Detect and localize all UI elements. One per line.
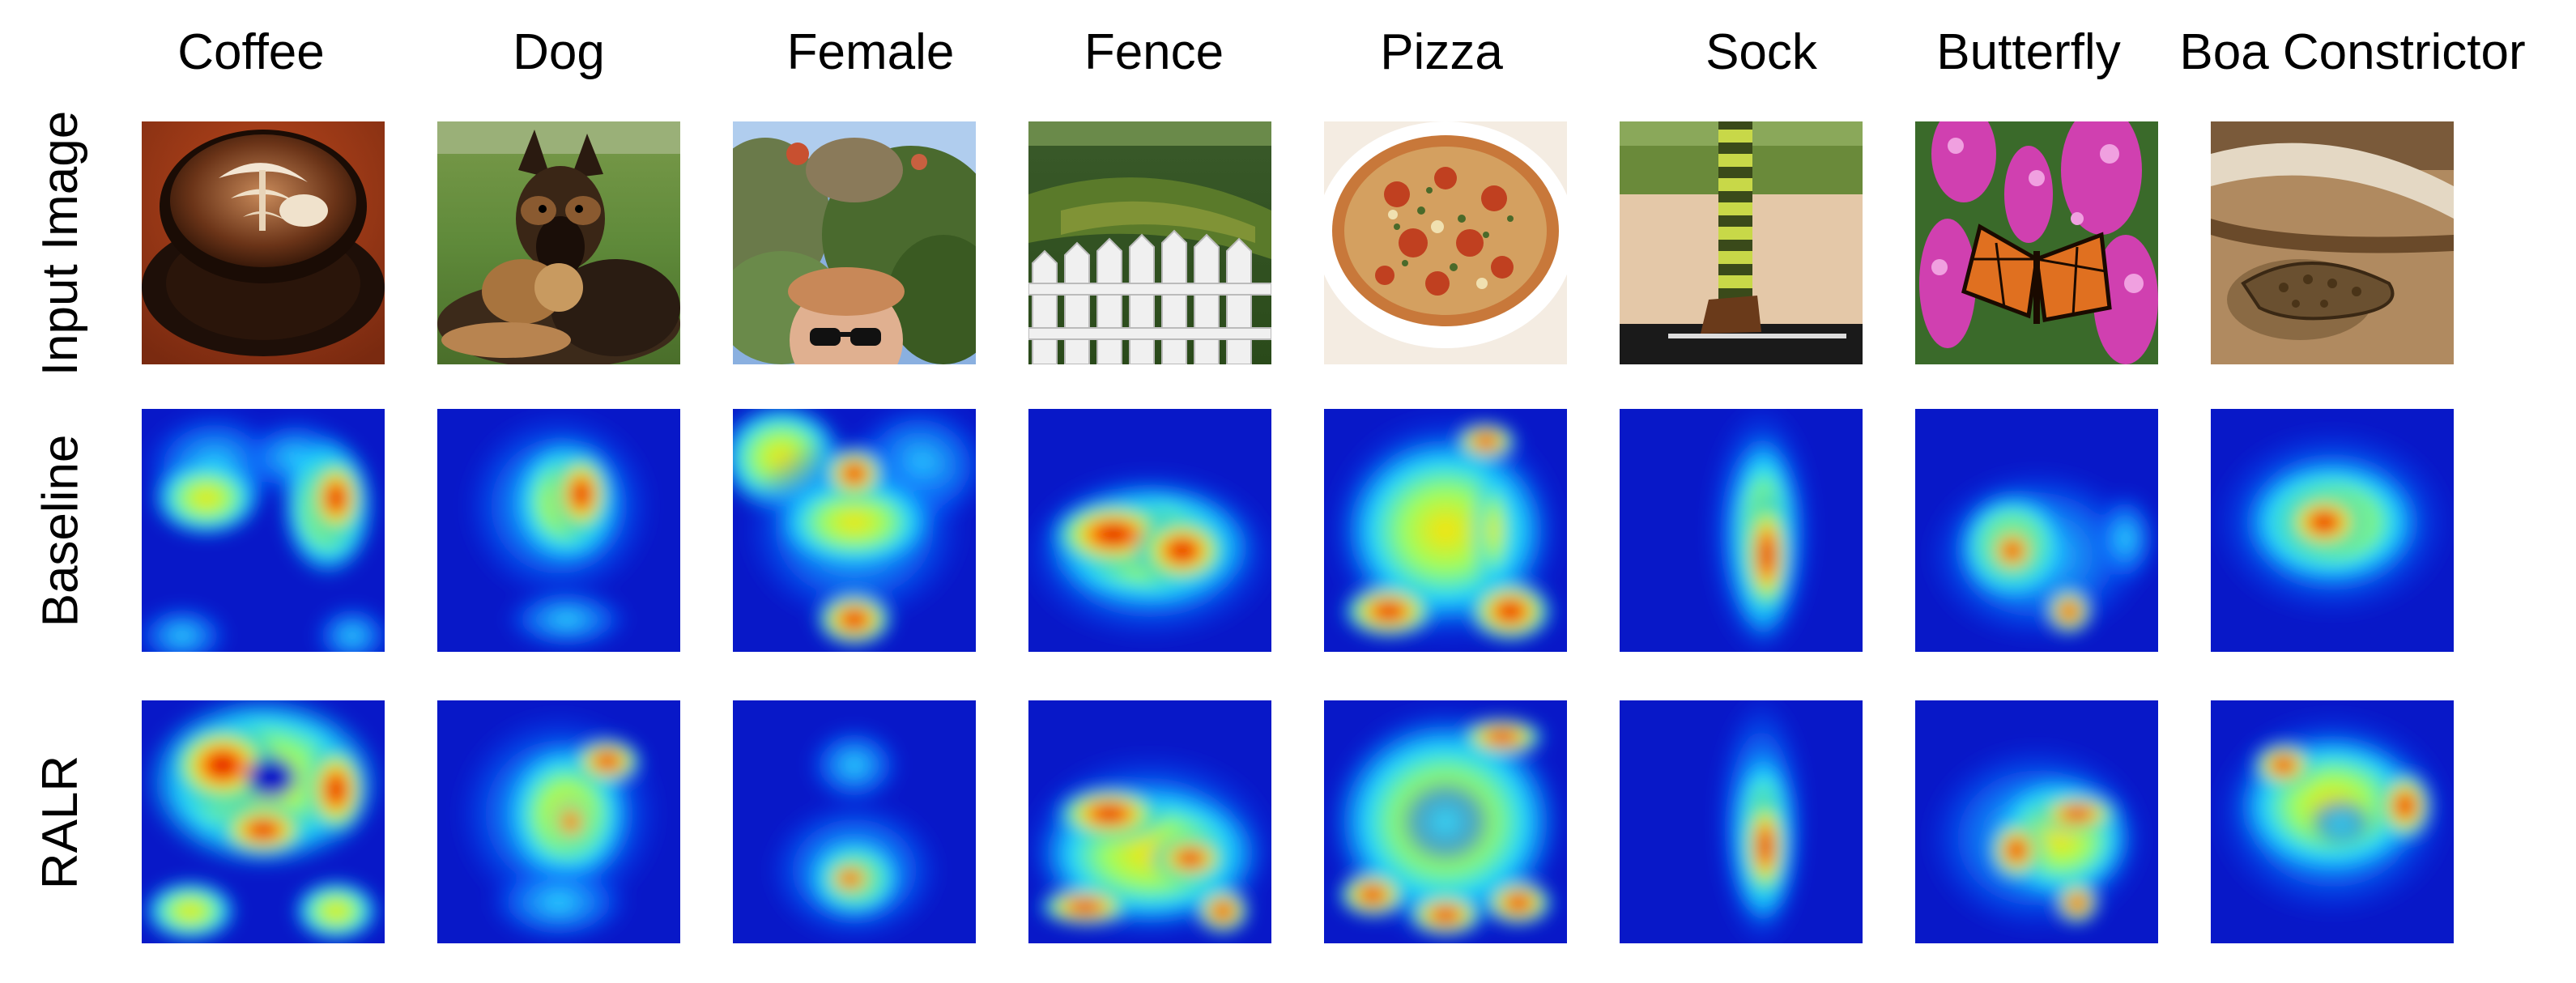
column-label-fence: Fence — [1084, 24, 1224, 80]
input-image-butterfly — [1915, 121, 2158, 364]
ralr-heatmap-pizza — [1324, 700, 1567, 943]
ralr-heatmap-butterfly — [1915, 700, 2158, 943]
baseline-heatmap-boa-constrictor — [2211, 409, 2454, 652]
column-label-sock: Sock — [1705, 24, 1817, 80]
ralr-heatmap-female — [733, 700, 976, 943]
column-label-coffee: Coffee — [177, 24, 325, 80]
input-image-female — [733, 121, 976, 364]
ralr-heatmap-coffee — [142, 700, 385, 943]
ralr-heatmap-fence — [1028, 700, 1271, 943]
baseline-heatmap-fence — [1028, 409, 1271, 652]
column-label-boa-constrictor: Boa Constrictor — [2179, 24, 2526, 80]
row-label-baseline: Baseline — [32, 434, 89, 627]
baseline-heatmap-butterfly — [1915, 409, 2158, 652]
ralr-heatmap-dog — [437, 700, 680, 943]
input-image-boa-constrictor — [2211, 121, 2454, 364]
baseline-heatmap-dog — [437, 409, 680, 652]
input-image-pizza — [1324, 121, 1567, 364]
baseline-heatmap-female — [733, 409, 976, 652]
baseline-heatmap-coffee — [142, 409, 385, 652]
column-label-butterfly: Butterfly — [1936, 24, 2121, 80]
column-label-pizza: Pizza — [1380, 24, 1503, 80]
ralr-heatmap-sock — [1620, 700, 1863, 943]
input-image-dog — [437, 121, 680, 364]
input-image-sock — [1620, 121, 1863, 364]
input-image-coffee — [142, 121, 385, 364]
baseline-heatmap-sock — [1620, 409, 1863, 652]
row-label-ralr: RALR — [32, 755, 89, 889]
row-label-input-image: Input Image — [32, 110, 89, 376]
input-image-fence — [1028, 121, 1271, 364]
column-label-female: Female — [786, 24, 955, 80]
column-label-dog: Dog — [513, 24, 605, 80]
baseline-heatmap-pizza — [1324, 409, 1567, 652]
ralr-heatmap-boa-constrictor — [2211, 700, 2454, 943]
